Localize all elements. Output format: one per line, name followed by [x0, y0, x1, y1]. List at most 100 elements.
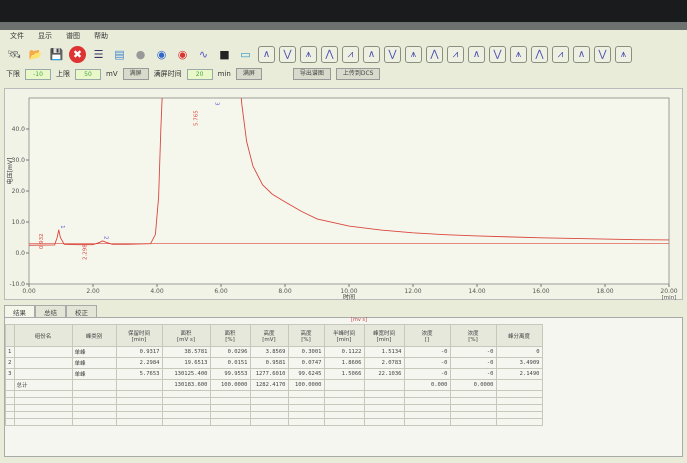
sine-wave-icon[interactable]: ∿: [198, 47, 209, 61]
table-cell: 19.6513: [161, 357, 211, 369]
fullscreen-time-input[interactable]: 20: [186, 68, 213, 80]
upper-unit: mV: [106, 70, 118, 78]
table-cell: 3.4909: [495, 357, 543, 369]
menu-item[interactable]: 帮助: [94, 32, 108, 40]
pause-icon[interactable]: ◉: [156, 47, 167, 61]
message-icon[interactable]: ▭: [240, 47, 251, 61]
table-cell: 130183.600: [161, 379, 211, 391]
peak-tool-11-icon[interactable]: ∧: [468, 45, 485, 63]
table-cell: [115, 379, 163, 391]
peak-tool-13-icon[interactable]: ⩚: [510, 45, 527, 63]
list-icon[interactable]: ☰: [93, 47, 104, 61]
record-icon[interactable]: ◉: [177, 47, 188, 61]
table-row[interactable]: 3 单峰 5.7653 130125.400 99.9553 1277.6010 99.62…: [5, 368, 543, 380]
peak-tool-17-icon[interactable]: ⋁: [594, 45, 611, 63]
peak-tool-6-icon[interactable]: ∧: [363, 45, 380, 63]
table-cell: -0: [449, 368, 497, 380]
upper-limit-input[interactable]: 50: [75, 68, 101, 80]
empty-row: [5, 397, 543, 405]
peak-tool-15-icon[interactable]: ⩘: [552, 45, 569, 63]
table-cell: 100.0000: [209, 379, 251, 391]
column-header[interactable]: 高度 [mV]: [249, 324, 289, 347]
table-cell: 5.7653: [115, 368, 163, 380]
column-header[interactable]: 面积 [%]: [209, 324, 251, 347]
column-header[interactable]: 浓度 [%]: [449, 324, 497, 347]
time-unit: min: [217, 70, 231, 78]
peak-tool-3-icon[interactable]: ⩚: [300, 45, 317, 63]
empty-row: [5, 411, 543, 419]
peak-tool-14-icon[interactable]: ⋀: [531, 45, 548, 63]
table-cell: 0.000: [403, 379, 451, 391]
peak-tool-8-icon[interactable]: ⩚: [405, 45, 422, 63]
table-cell: -0: [403, 357, 451, 369]
peak-rt-label[interactable]: 0.932: [39, 233, 45, 249]
column-header[interactable]: 高度 [%]: [287, 324, 325, 347]
table-cell: 单峰: [71, 346, 117, 358]
export-chromatogram-button[interactable]: 导出谱图: [292, 68, 331, 80]
menu-item[interactable]: 显示: [38, 32, 52, 40]
peak-tool-16-icon[interactable]: ∧: [573, 45, 590, 63]
column-header[interactable]: 峰宽时间 [min]: [363, 324, 405, 347]
peak-tool-9-icon[interactable]: ⋀: [426, 45, 443, 63]
table-row[interactable]: 2 单峰 2.2984 19.6513 0.0151 0.9581 0.0747 1.8606…: [5, 357, 543, 369]
x-tick-label: 16.00: [532, 288, 549, 295]
fullscreen-time-button[interactable]: 满屏: [235, 68, 262, 80]
peak-tool-5-icon[interactable]: ⩘: [342, 45, 359, 63]
x-tick-label: 8.00: [278, 288, 292, 295]
results-table-panel: [mv s] 组份名 峰类别 保留时间 [min] 面积 [mV s] 面积 [%] 高度…: [4, 317, 683, 457]
peak-tool-2-icon[interactable]: ⋁: [279, 45, 296, 63]
peak-tool-4-icon[interactable]: ⋀: [321, 45, 338, 63]
black-square-icon[interactable]: ■: [219, 47, 230, 61]
column-header[interactable]: 面积 [mV s]: [161, 324, 211, 347]
save-icon[interactable]: 💾: [49, 47, 64, 61]
tab-0[interactable]: 结果: [4, 305, 35, 317]
column-header[interactable]: 浓度 []: [403, 324, 451, 347]
lower-limit-input[interactable]: -10: [25, 68, 51, 80]
table-cell: [5, 379, 15, 391]
y-axis-label: 电压[mV]: [6, 158, 14, 185]
fullscreen-time-label: 满屏时间: [153, 70, 182, 78]
menu-item[interactable]: 谱图: [66, 32, 80, 40]
peak-tool-7-icon[interactable]: ⋁: [384, 45, 401, 63]
peak-rt-label[interactable]: 5.765: [193, 110, 199, 126]
peak-rt-label[interactable]: 2.298: [83, 244, 89, 260]
peak-number: 2: [103, 236, 109, 240]
table-cell: 0.1122: [323, 346, 365, 358]
open-folder-icon[interactable]: 📂: [28, 47, 43, 61]
peak-tool-10-icon[interactable]: ⩘: [447, 45, 464, 63]
table-cell: 99.6245: [287, 368, 325, 380]
table-cell: [13, 357, 73, 369]
upload-dcs-button[interactable]: 上传到DCS: [335, 68, 381, 80]
y-tick-label: -10.0: [9, 281, 25, 288]
table-cell: 1.8606: [323, 357, 365, 369]
close-icon[interactable]: ✖: [69, 45, 86, 63]
table-cell: 3: [5, 368, 15, 380]
stop-icon[interactable]: ●: [135, 47, 146, 61]
title-bar: [0, 22, 687, 30]
column-header[interactable]: [5, 324, 15, 347]
table-row[interactable]: 总计 130183.600 100.0000 1282.4170 100.0000 0.0…: [5, 379, 543, 391]
table-cell: 总计: [13, 379, 73, 391]
x-axis-unit: [min]: [662, 295, 677, 301]
books-icon[interactable]: ▤: [114, 47, 125, 61]
fullscreen-button[interactable]: 满屏: [122, 68, 149, 80]
peak-tool-18-icon[interactable]: ⩚: [615, 45, 632, 63]
column-header[interactable]: 峰类别: [71, 324, 117, 347]
column-header[interactable]: 保留时间 [min]: [115, 324, 163, 347]
table-cell: 130125.400: [161, 368, 211, 380]
tab-1[interactable]: 总结: [35, 305, 66, 317]
column-header[interactable]: 半峰时间 [min]: [323, 324, 365, 347]
column-header[interactable]: 组份名: [13, 324, 73, 347]
peak-tool-12-icon[interactable]: ⋁: [489, 45, 506, 63]
table-cell: 单峰: [71, 368, 117, 380]
tab-2[interactable]: 校正: [66, 305, 97, 317]
menu-item[interactable]: 文件: [10, 32, 24, 40]
column-header[interactable]: 峰分离度: [495, 324, 543, 347]
table-cell: 单峰: [71, 357, 117, 369]
table-row[interactable]: 1 单峰 0.9317 38.5781 0.0296 3.8569 0.3001 0.1122…: [5, 346, 543, 358]
satellite-icon[interactable]: 🛰: [7, 47, 22, 61]
table-cell: [363, 379, 405, 391]
table-cell: 1282.4170: [249, 379, 289, 391]
toolbar: 🛰 📂 💾 ✖ ☰ ▤ ● ◉ ◉ ∿ ■ ▭ ∧ ⋁ ⩚ ⋀ ⩘ ∧ ⋁ ⩚ ⋀ ⩘ ∧ ⋁ ⩚ ⋀ ⩘ ∧ ⋁ ⩚: [0, 42, 687, 66]
peak-tool-1-icon[interactable]: ∧: [258, 45, 275, 63]
